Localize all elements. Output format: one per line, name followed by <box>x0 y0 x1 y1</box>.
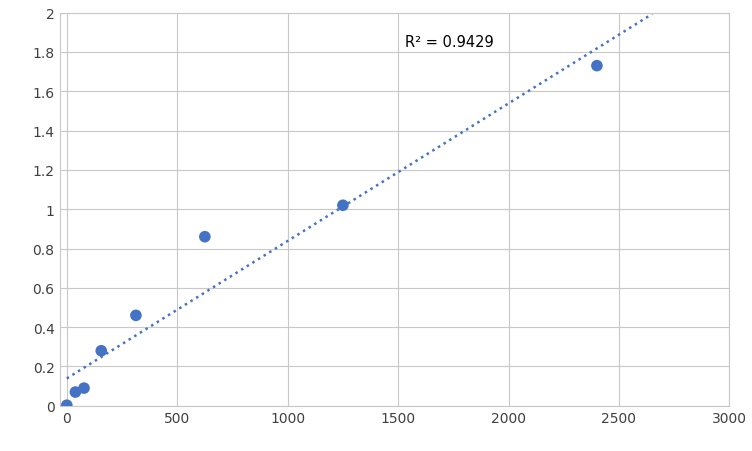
Point <box>69 389 81 396</box>
Text: R² = 0.9429: R² = 0.9429 <box>405 35 493 50</box>
Point <box>199 234 211 241</box>
Point <box>591 63 603 70</box>
Point <box>78 385 90 392</box>
Point <box>337 202 349 209</box>
Point <box>96 347 108 354</box>
Point <box>61 402 73 409</box>
Point <box>130 312 142 319</box>
